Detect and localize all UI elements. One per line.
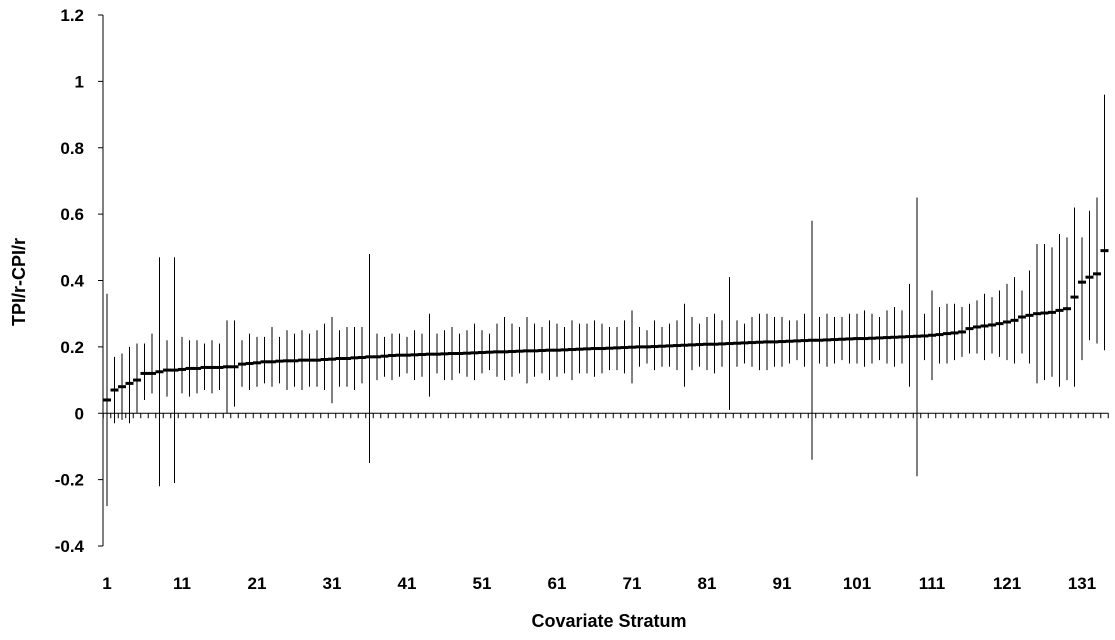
x-tick-label: 91 [773,574,792,593]
x-tick-label: 61 [548,574,567,593]
y-axis-label: TPI/r-CPI/r [9,238,29,326]
x-tick-label: 121 [993,574,1021,593]
x-tick-label: 81 [698,574,717,593]
x-tick-label: 51 [473,574,492,593]
x-tick-label: 21 [248,574,267,593]
x-tick-label: 131 [1068,574,1096,593]
y-tick-label: -0.2 [55,471,84,490]
x-tick-label: 11 [173,574,191,593]
y-tick-label: -0.4 [55,537,85,556]
x-tick-label: 71 [623,574,642,593]
y-tick-label: 0 [75,404,84,423]
y-tick-label: 1 [75,72,84,91]
x-axis-label: Covariate Stratum [531,611,686,631]
x-tick-label: 31 [323,574,342,593]
y-tick-label: 0.4 [60,272,84,291]
x-tick-label: 41 [398,574,417,593]
y-tick-label: 0.6 [60,205,84,224]
y-tick-label: 0.2 [60,338,84,357]
y-tick-label: 1.2 [60,6,84,25]
y-tick-label: 0.8 [60,139,84,158]
x-tick-label: 111 [919,574,946,593]
x-tick-label: 1 [102,574,111,593]
x-tick-label: 101 [843,574,871,593]
plot-area: -0.4-0.200.20.40.60.811.21 11 21 31 41 51 61 71… [55,6,1109,593]
